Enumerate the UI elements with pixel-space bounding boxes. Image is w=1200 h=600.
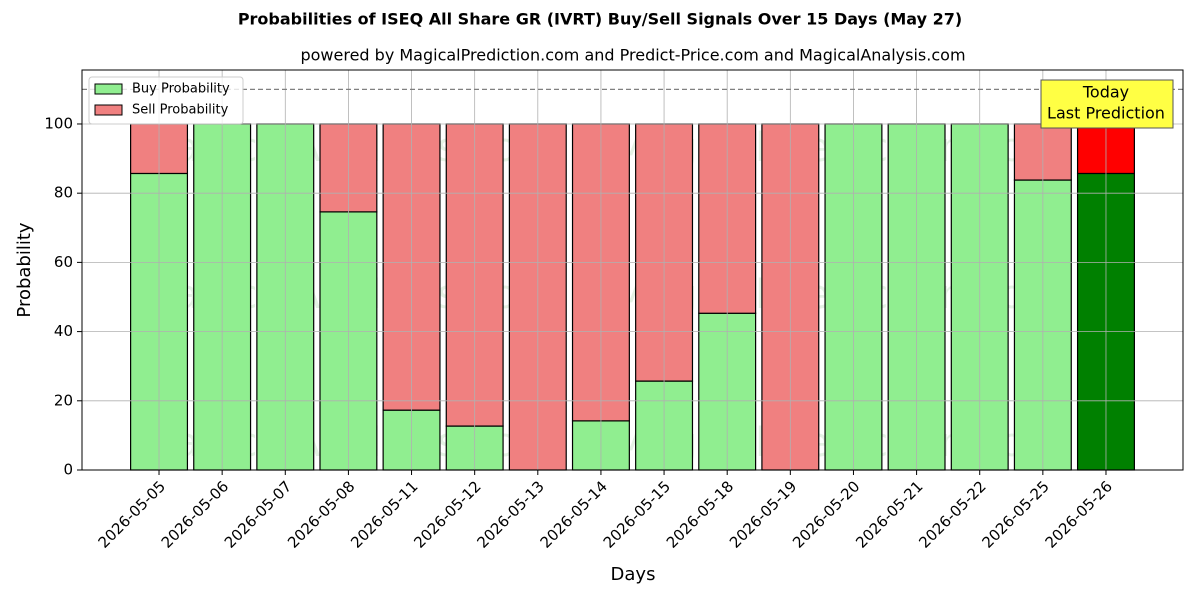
x-axis-label: Days (611, 564, 656, 585)
annotation-text: Today (1082, 83, 1129, 102)
x-tick-label: 2026-05-05 (95, 477, 169, 551)
x-tick-label: 2026-05-21 (852, 477, 926, 551)
legend-box (88, 76, 244, 125)
y-tick-label: 80 (54, 184, 73, 202)
x-tick-label: 2026-05-11 (347, 477, 421, 551)
plot-frame (81, 69, 1184, 471)
x-tick-label: 2026-05-12 (410, 477, 484, 551)
x-tick-label: 2026-05-08 (284, 477, 358, 551)
y-tick-label: 60 (54, 253, 73, 271)
x-tick-label: 2026-05-13 (473, 477, 547, 551)
x-tick-label: 2026-05-20 (789, 477, 863, 551)
y-tick-label: 100 (44, 114, 73, 132)
legend-swatch (94, 83, 123, 95)
y-tick-label: 20 (54, 391, 73, 409)
legend-swatch (94, 104, 123, 116)
x-tick-label: 2026-05-06 (158, 477, 232, 551)
annotation-text: Last Prediction (1047, 104, 1165, 123)
x-tick-label: 2026-05-18 (663, 477, 737, 551)
x-tick-label: 2026-05-15 (600, 477, 674, 551)
x-tick-label: 2026-05-07 (221, 477, 295, 551)
y-tick-label: 40 (54, 322, 73, 340)
x-tick-label: 2026-05-19 (726, 477, 800, 551)
y-tick-label: 0 (63, 461, 73, 479)
annotation-box (1040, 79, 1174, 129)
legend-label: Buy Probability (132, 82, 230, 97)
x-tick-label: 2026-05-25 (978, 477, 1052, 551)
chart-subtitle: powered by MagicalPrediction.com and Pre… (300, 46, 965, 65)
x-tick-label: 2026-05-22 (915, 477, 989, 551)
x-tick-label: 2026-05-26 (1042, 477, 1116, 551)
y-axis-label: Probability (14, 222, 35, 317)
legend-label: Sell Probability (132, 103, 229, 118)
x-tick-label: 2026-05-14 (537, 477, 611, 551)
chart-title: Probabilities of ISEQ All Share GR (IVRT… (238, 10, 962, 29)
